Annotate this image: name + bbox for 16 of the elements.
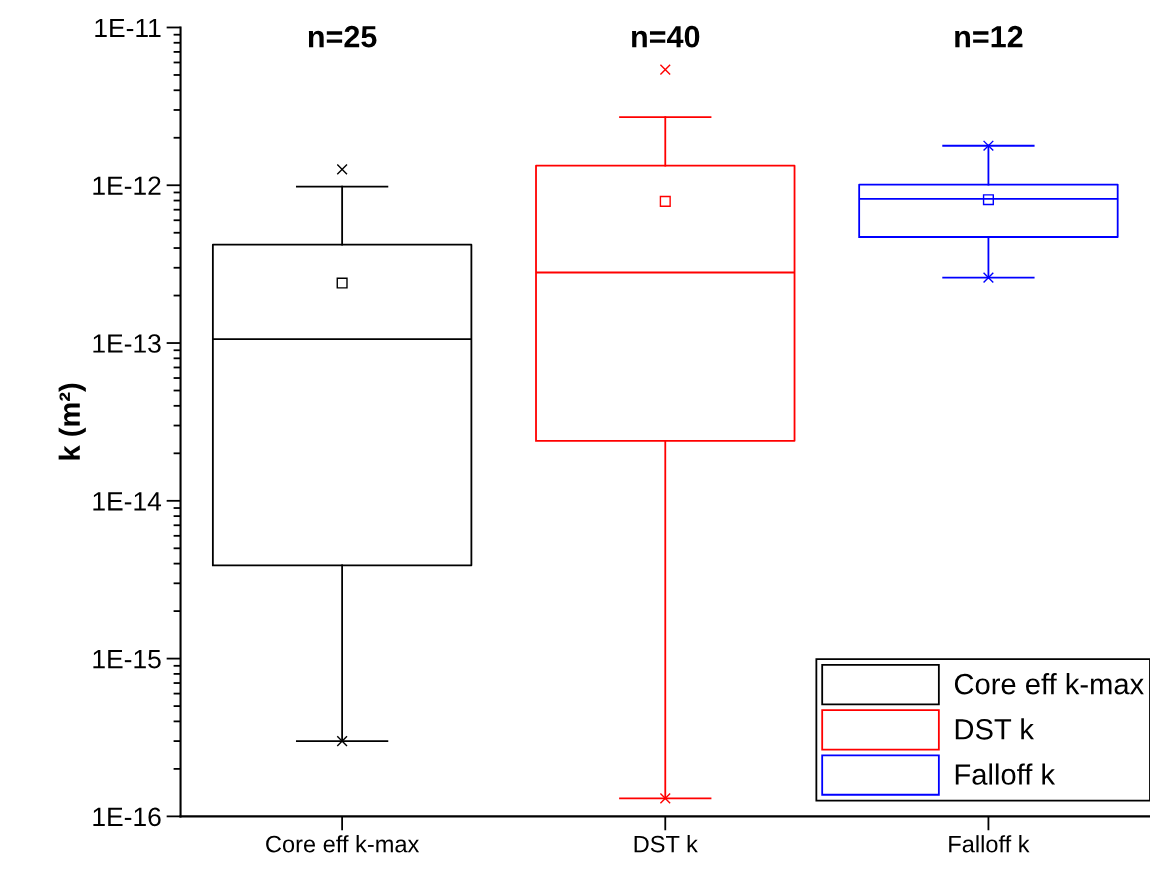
y-tick-label: 1E-14 <box>93 492 162 511</box>
y-tick-label: 1E-16 <box>93 807 161 827</box>
legend-label: DST k <box>955 718 1034 740</box>
y-tick-label: 1E-15 <box>93 650 161 669</box>
x-tick-label: DST k <box>634 835 698 853</box>
x-tick-label: Falloff k <box>949 835 1030 853</box>
y-tick-label: 1E-13 <box>93 334 161 353</box>
annotation: n=40 <box>632 25 700 48</box>
x-tick-label: Core eff k-max <box>266 835 420 853</box>
annotation: n=25 <box>308 25 377 48</box>
legend-label: Falloff k <box>955 763 1056 785</box>
y-tick-label: 1E-11 <box>95 18 161 38</box>
y-axis-title: k (m²) <box>58 383 86 460</box>
legend-label: Core eff k-max <box>954 673 1144 695</box>
y-tick-label: 1E-12 <box>93 176 161 195</box>
annotation: n=12 <box>955 25 1023 48</box>
